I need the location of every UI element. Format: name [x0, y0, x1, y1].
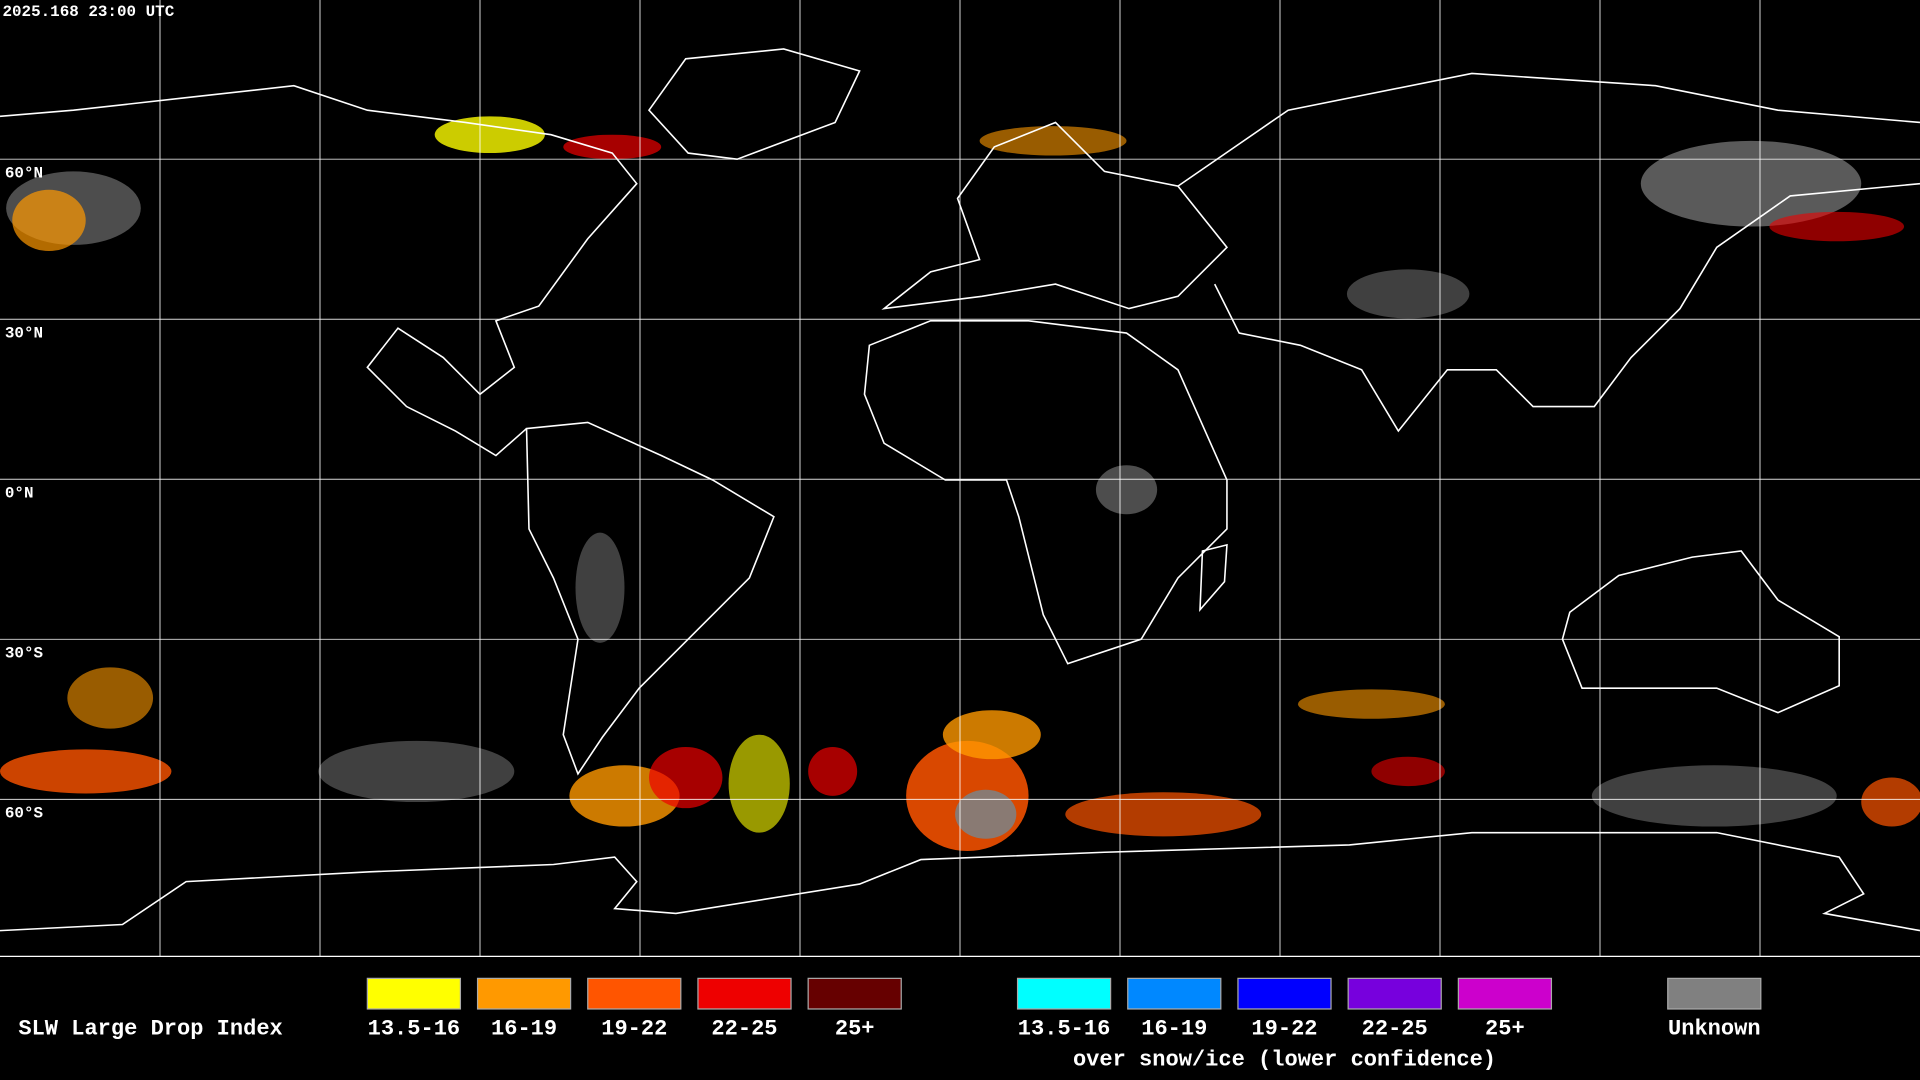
cloud [1591, 765, 1837, 827]
legend-caption: over snow/ice (lower confidence) [1073, 1047, 1496, 1072]
coastline [1177, 72, 1920, 433]
legend-label: 16-19 [1141, 1017, 1207, 1042]
coastline [525, 421, 775, 776]
legend-label: 16-19 [491, 1017, 557, 1042]
legend-swatch [1347, 977, 1442, 1010]
legend-swatch [1457, 977, 1553, 1010]
legend-swatch [1016, 977, 1112, 1010]
cloud [728, 734, 790, 833]
legend-panel [0, 956, 1920, 1080]
timestamp: 2025.168 23:00 UTC [2, 3, 174, 21]
coastline [1561, 550, 1840, 714]
legend-title: SLW Large Drop Index [18, 1017, 282, 1042]
cloud [808, 746, 858, 796]
cloud [563, 134, 662, 160]
coastlines [0, 48, 1920, 932]
cloud [1065, 792, 1262, 837]
latitude-label: 60°N [5, 165, 43, 183]
legend-label: 19-22 [1251, 1017, 1317, 1042]
legend-swatch [587, 977, 682, 1010]
legend-swatch [807, 977, 902, 1010]
legend-swatch [366, 977, 462, 1010]
legend-label: 25+ [835, 1017, 875, 1042]
cloud [434, 116, 545, 154]
legend-label: 25+ [1485, 1017, 1525, 1042]
legend-label: 19-22 [601, 1017, 667, 1042]
cloud [1346, 269, 1470, 319]
legend-label: 13.5-16 [368, 1017, 461, 1042]
graticule [0, 0, 1920, 957]
latitude-label: 60°S [5, 805, 44, 823]
latitude-label: 30°S [5, 645, 44, 663]
cloud [12, 189, 86, 252]
legend-swatch [697, 977, 792, 1010]
cloud [1861, 777, 1920, 827]
coastline [0, 84, 638, 457]
cloud [0, 749, 172, 794]
coastline [647, 48, 861, 160]
cloud [1371, 756, 1445, 787]
legend-swatch [1237, 977, 1332, 1010]
cloud [575, 532, 625, 643]
legend-label: 22-25 [1362, 1017, 1428, 1042]
latitude-label: 30°N [5, 325, 43, 343]
cloud [1640, 140, 1862, 227]
legend-label: 13.5-16 [1018, 1017, 1111, 1042]
legend-swatch [1667, 977, 1762, 1010]
cloud [318, 740, 515, 803]
cloud [67, 667, 154, 729]
cloud [1297, 689, 1445, 719]
cloud [1769, 211, 1905, 242]
latitude-label: 0°N [5, 485, 34, 503]
legend-label: 22-25 [711, 1017, 777, 1042]
legend-swatch [1127, 977, 1222, 1010]
legend-swatch [476, 977, 572, 1010]
cloud-field [0, 116, 1920, 852]
coastline [1199, 543, 1228, 613]
cloud [648, 746, 723, 809]
cloud [1095, 465, 1158, 515]
legend-label: Unknown [1668, 1017, 1761, 1042]
coastline [0, 831, 1920, 932]
cloud [955, 789, 1017, 839]
cloud [942, 710, 1041, 760]
cloud [979, 126, 1127, 156]
coastline [881, 121, 1229, 310]
